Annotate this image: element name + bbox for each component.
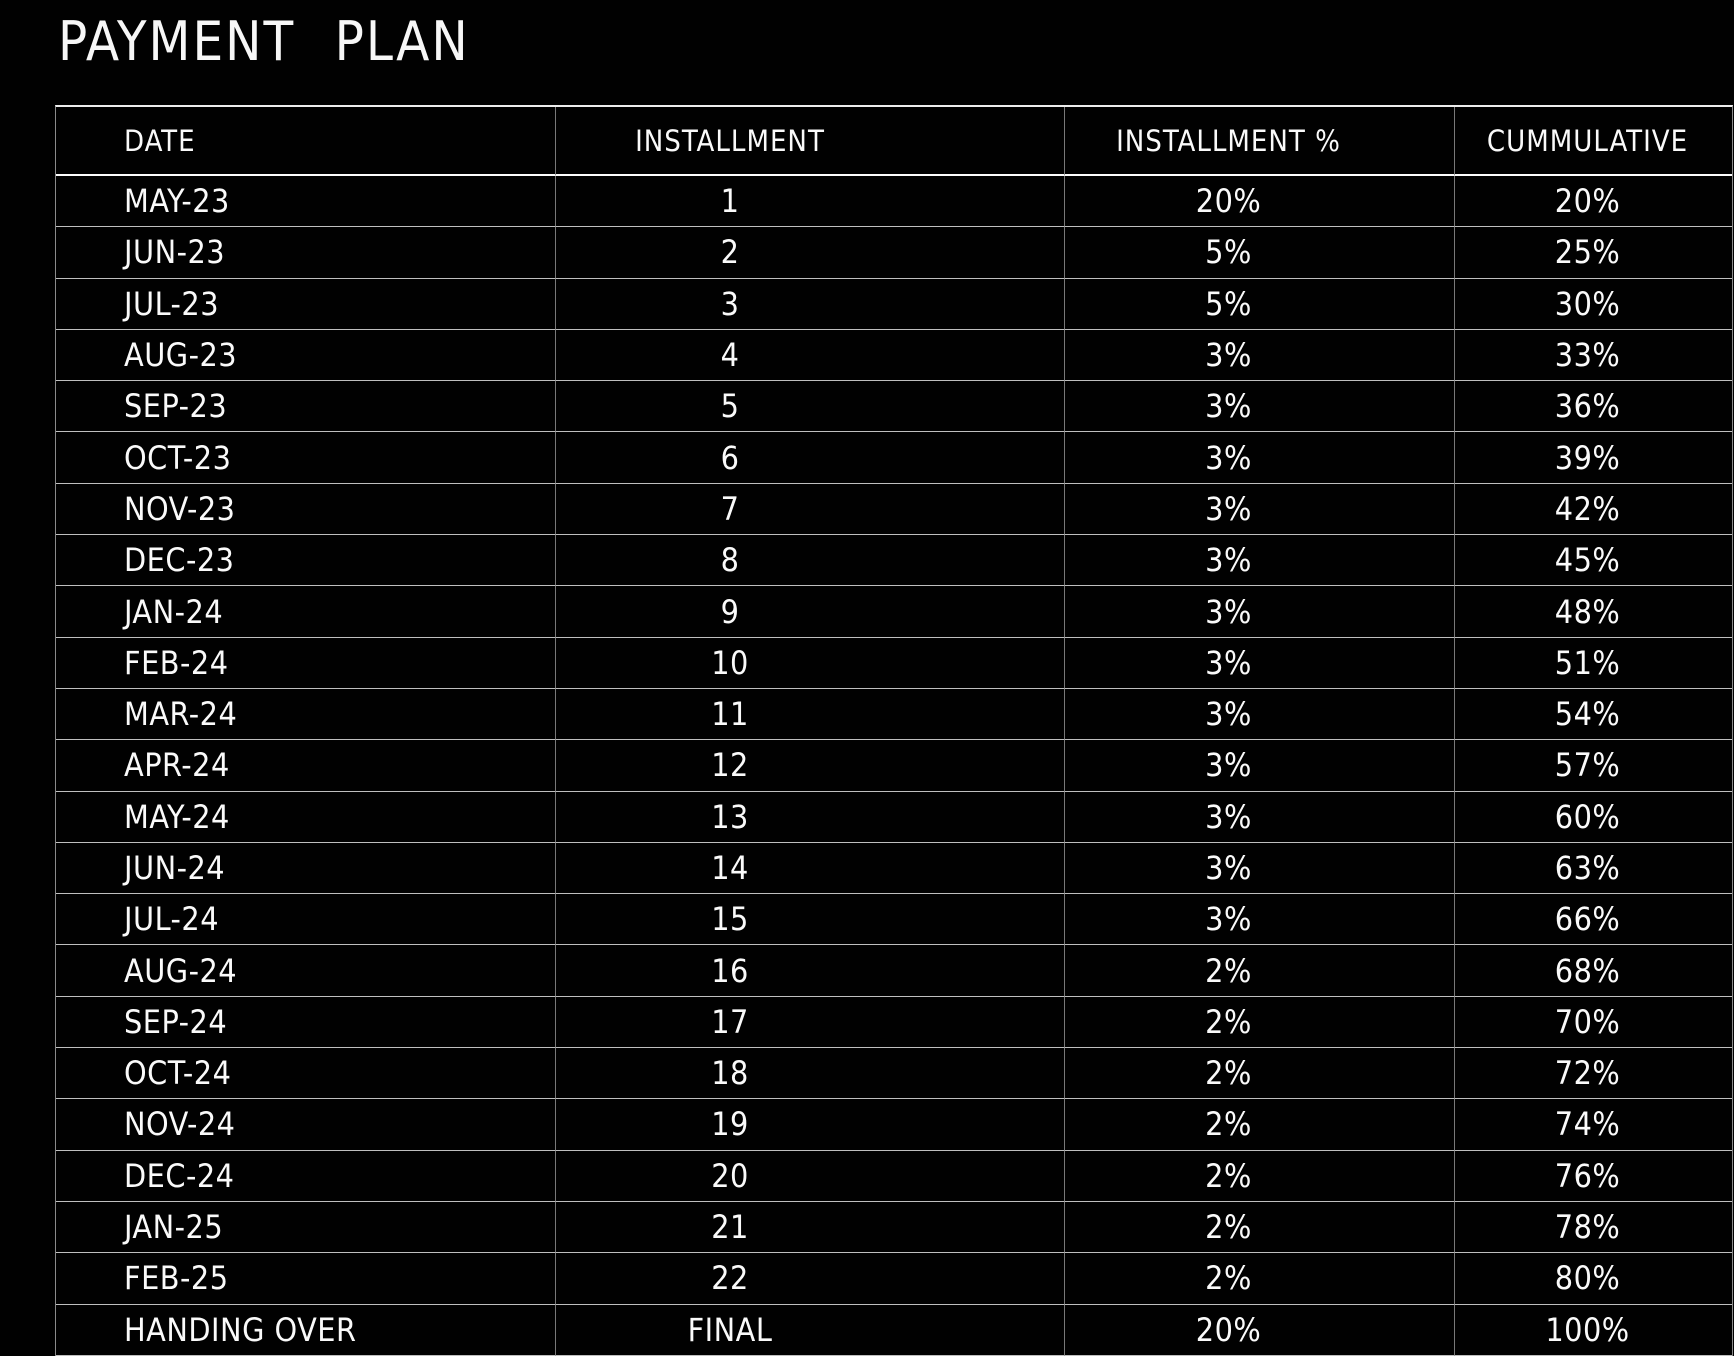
cell-cumulative: 51%: [1455, 638, 1732, 689]
cell-date: AUG-24: [56, 945, 556, 997]
cell-installment: 10: [556, 637, 1065, 689]
cell-installment: 17: [556, 996, 1065, 1049]
cell-installment: 8: [556, 535, 1065, 587]
column-header-cumulative: CUMMULATIVE: [1455, 107, 1732, 176]
cell-installment: 15: [556, 894, 1065, 946]
cell-installment-pct: 3%: [1065, 381, 1455, 433]
cell-installment: 1: [556, 176, 1065, 228]
cell-installment: 3: [556, 278, 1065, 330]
cell-installment: 7: [556, 483, 1065, 536]
cell-cumulative: 72%: [1455, 1048, 1732, 1100]
cell-cumulative: 36%: [1455, 381, 1732, 433]
cell-date: OCT-24: [56, 1048, 556, 1100]
cell-date: DEC-23: [56, 535, 556, 587]
page-title: PAYMENT PLAN: [58, 10, 470, 73]
cell-cumulative: 76%: [1455, 1151, 1732, 1202]
cell-installment: 6: [556, 432, 1065, 484]
cell-installment: 22: [556, 1253, 1065, 1305]
cell-cumulative: 74%: [1455, 1099, 1732, 1151]
cell-date: FEB-24: [56, 637, 556, 689]
cell-installment-pct: 2%: [1065, 1048, 1455, 1100]
cell-installment: 12: [556, 740, 1065, 792]
cell-installment-pct: 5%: [1065, 278, 1455, 330]
cell-installment-pct: 2%: [1065, 996, 1455, 1049]
cell-cumulative: 68%: [1455, 945, 1732, 997]
cell-date: OCT-23: [56, 432, 556, 484]
cell-date: APR-24: [56, 740, 556, 792]
cell-date: MAR-24: [56, 688, 556, 741]
cell-date: JUN-24: [56, 842, 556, 895]
cell-installment: 5: [556, 381, 1065, 433]
cell-installment-pct: 2%: [1065, 1099, 1455, 1151]
cell-installment: 4: [556, 329, 1065, 382]
cell-installment-pct: 20%: [1065, 176, 1455, 228]
cell-installment-pct: 2%: [1065, 1150, 1455, 1202]
cell-date: SEP-23: [56, 381, 556, 433]
cell-installment: 2: [556, 227, 1065, 279]
cell-date: JUL-24: [56, 894, 556, 946]
column-header-installment-pct: INSTALLMENT %: [1065, 107, 1455, 176]
cell-cumulative: 60%: [1455, 792, 1732, 843]
cell-cumulative: 33%: [1455, 330, 1732, 382]
cell-installment: FINAL: [556, 1304, 1065, 1356]
cell-installment: 18: [556, 1048, 1065, 1100]
cell-cumulative: 80%: [1455, 1253, 1732, 1305]
cell-installment-pct: 3%: [1065, 740, 1455, 792]
cell-date: JAN-24: [56, 586, 556, 638]
cell-date: JAN-25: [56, 1201, 556, 1254]
cell-cumulative: 39%: [1455, 432, 1732, 484]
cell-installment: 11: [556, 688, 1065, 741]
cell-cumulative: 45%: [1455, 535, 1732, 587]
cell-installment: 21: [556, 1201, 1065, 1254]
cell-installment: 13: [556, 791, 1065, 843]
cell-installment-pct: 5%: [1065, 227, 1455, 279]
cell-cumulative: 48%: [1455, 586, 1732, 638]
cell-installment-pct: 3%: [1065, 637, 1455, 689]
cell-installment-pct: 2%: [1065, 1201, 1455, 1254]
cell-cumulative: 100%: [1455, 1305, 1732, 1356]
cell-cumulative: 20%: [1455, 176, 1732, 228]
cell-date: NOV-23: [56, 483, 556, 536]
cell-installment-pct: 3%: [1065, 432, 1455, 484]
cell-installment-pct: 3%: [1065, 329, 1455, 382]
cell-installment-pct: 2%: [1065, 1253, 1455, 1305]
cell-installment: 14: [556, 842, 1065, 895]
cell-installment: 20: [556, 1150, 1065, 1202]
cell-date: DEC-24: [56, 1150, 556, 1202]
cell-installment-pct: 3%: [1065, 535, 1455, 587]
cell-installment: 16: [556, 945, 1065, 997]
cell-date: JUN-23: [56, 227, 556, 279]
cell-cumulative: 25%: [1455, 227, 1732, 279]
cell-date: SEP-24: [56, 996, 556, 1049]
cell-cumulative: 30%: [1455, 279, 1732, 330]
cell-date: NOV-24: [56, 1099, 556, 1151]
cell-date: JUL-23: [56, 278, 556, 330]
cell-installment: 9: [556, 586, 1065, 638]
payment-plan-table: DATE INSTALLMENT INSTALLMENT % CUMMULATI…: [55, 105, 1733, 1356]
cell-installment-pct: 3%: [1065, 791, 1455, 843]
cell-installment-pct: 3%: [1065, 483, 1455, 536]
cell-installment-pct: 3%: [1065, 688, 1455, 741]
cell-cumulative: 70%: [1455, 997, 1732, 1049]
cell-cumulative: 63%: [1455, 843, 1732, 895]
cell-cumulative: 54%: [1455, 689, 1732, 741]
cell-installment-pct: 3%: [1065, 842, 1455, 895]
cell-installment: 19: [556, 1099, 1065, 1151]
cell-cumulative: 42%: [1455, 484, 1732, 536]
cell-date: HANDING OVER: [56, 1304, 556, 1356]
column-header-installment: INSTALLMENT: [556, 107, 1065, 176]
cell-installment-pct: 2%: [1065, 945, 1455, 997]
cell-cumulative: 66%: [1455, 894, 1732, 946]
column-header-date: DATE: [56, 107, 556, 176]
cell-date: MAY-23: [56, 176, 556, 228]
cell-installment-pct: 3%: [1065, 894, 1455, 946]
cell-date: AUG-23: [56, 329, 556, 382]
cell-cumulative: 78%: [1455, 1202, 1732, 1254]
cell-date: MAY-24: [56, 791, 556, 843]
cell-installment-pct: 20%: [1065, 1304, 1455, 1356]
cell-installment-pct: 3%: [1065, 586, 1455, 638]
cell-date: FEB-25: [56, 1253, 556, 1305]
cell-cumulative: 57%: [1455, 740, 1732, 792]
